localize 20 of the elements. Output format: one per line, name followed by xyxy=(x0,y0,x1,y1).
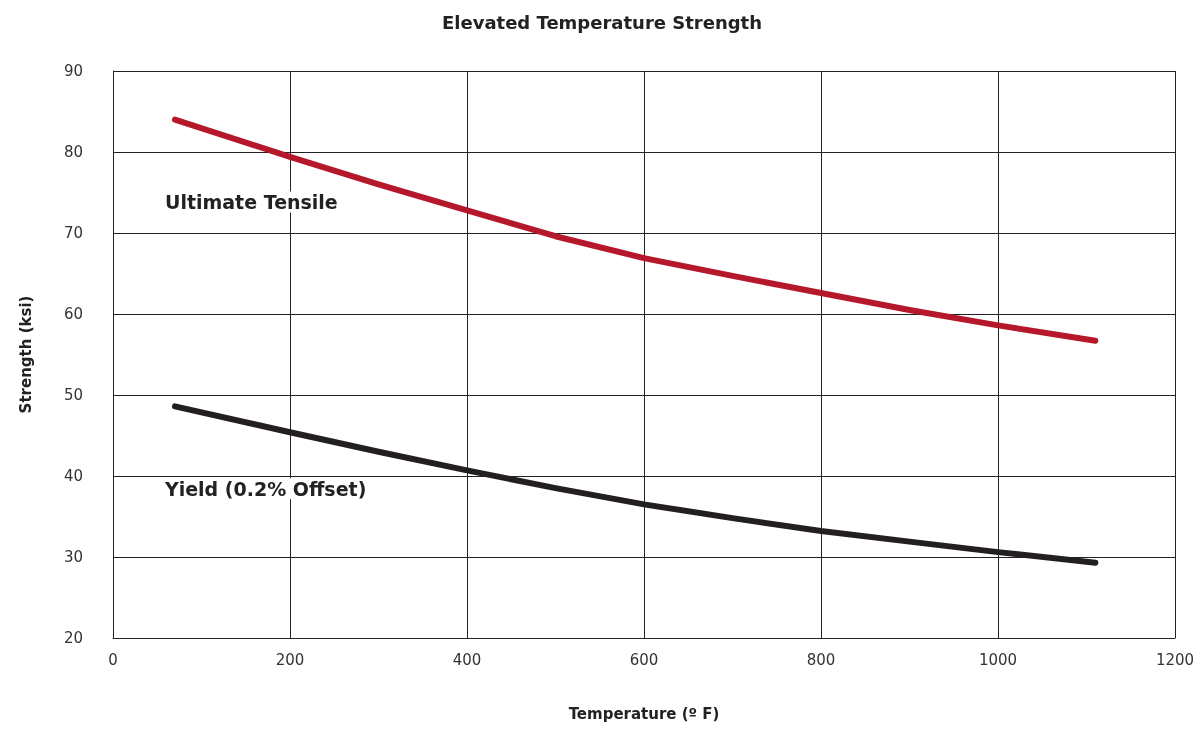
y-tick-label: 30 xyxy=(63,548,83,566)
y-tick-label: 50 xyxy=(63,386,83,404)
y-tick-label: 40 xyxy=(63,467,83,485)
y-tick-label: 90 xyxy=(63,62,83,80)
series-label: Yield (0.2% Offset) xyxy=(163,477,367,500)
y-tick-label: 80 xyxy=(63,143,83,161)
x-tick-label: 1000 xyxy=(978,650,1018,669)
x-axis-title: Temperature (º F) xyxy=(568,704,720,723)
y-tick-label: 60 xyxy=(63,305,83,323)
x-tick-label: 0 xyxy=(108,650,118,669)
x-tick-label: 800 xyxy=(806,650,836,669)
y-tick-label: 20 xyxy=(63,629,83,647)
chart-title: Elevated Temperature Strength xyxy=(441,11,763,33)
y-axis-title: Strength (ksi) xyxy=(16,295,35,414)
x-tick-label: 1200 xyxy=(1155,650,1195,669)
x-tick-label: 400 xyxy=(452,650,482,669)
x-tick-label: 600 xyxy=(629,650,659,669)
x-tick-label: 200 xyxy=(275,650,305,669)
series-label: Ultimate Tensile xyxy=(164,191,338,214)
y-tick-label: 70 xyxy=(63,224,83,242)
